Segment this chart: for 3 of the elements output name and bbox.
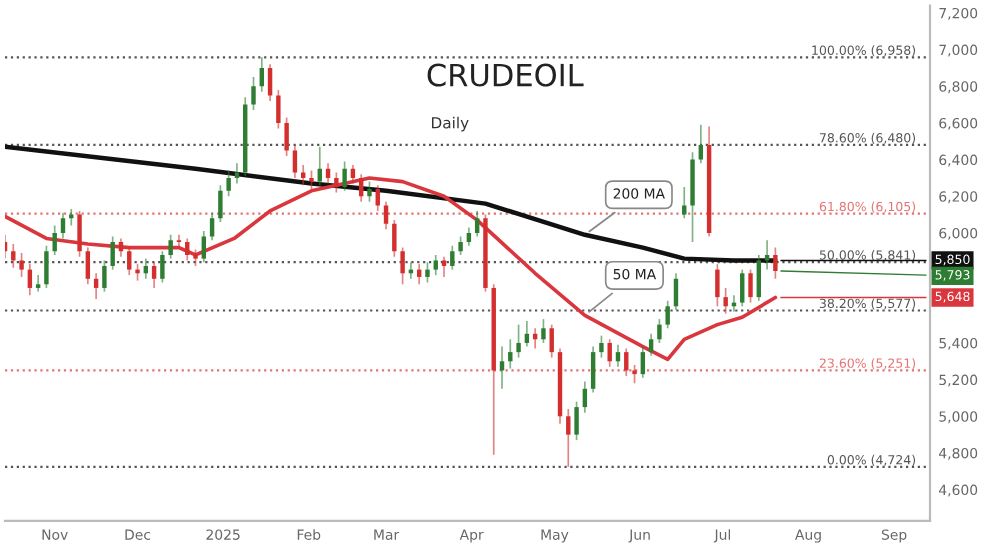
candlestick: [176, 233, 182, 249]
candlestick: [35, 274, 41, 293]
text: CRUDEOIL: [427, 63, 584, 87]
